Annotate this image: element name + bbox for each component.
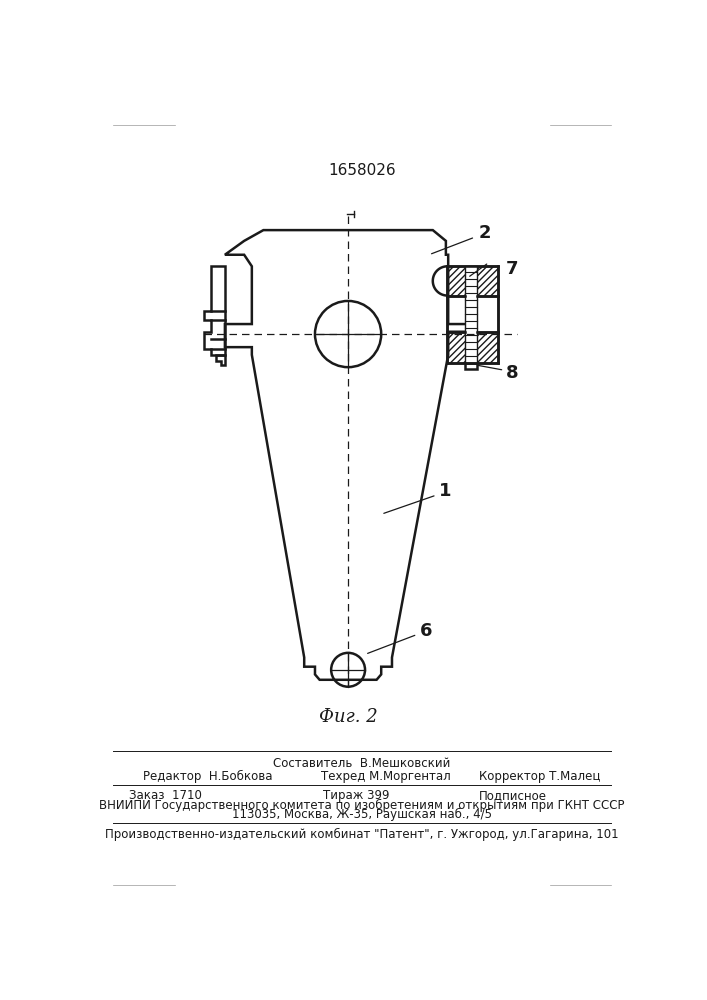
Bar: [448, 266, 498, 296]
Text: 7: 7: [506, 260, 518, 278]
Text: Корректор Т.Малец: Корректор Т.Малец: [479, 770, 600, 783]
Text: Заказ  1710: Заказ 1710: [129, 789, 201, 802]
Text: Производственно-издательский комбинат "Патент", г. Ужгород, ул.Гагарина, 101: Производственно-издательский комбинат "П…: [105, 828, 619, 841]
Text: 1: 1: [439, 482, 452, 500]
Bar: [448, 332, 498, 363]
Text: Редактор  Н.Бобкова: Редактор Н.Бобкова: [143, 769, 272, 783]
Text: Тираж 399: Тираж 399: [324, 789, 390, 802]
Text: 6: 6: [420, 622, 432, 640]
Text: Составитель  В.Мешковский: Составитель В.Мешковский: [274, 757, 450, 770]
Text: 8: 8: [506, 364, 518, 382]
Text: ВНИИПИ Государственного комитета по изобретениям и открытиям при ГКНТ СССР: ВНИИПИ Государственного комитета по изоб…: [99, 799, 625, 812]
Text: 2: 2: [479, 224, 491, 242]
Text: 113035, Москва, Ж-35, Раушская наб., 4/5: 113035, Москва, Ж-35, Раушская наб., 4/5: [232, 808, 492, 821]
Text: Подписное: Подписное: [479, 789, 547, 802]
Bar: [465, 266, 477, 363]
Text: 1658026: 1658026: [328, 163, 396, 178]
Text: Фиг. 2: Фиг. 2: [319, 708, 378, 726]
Text: Техред М.Моргентал: Техред М.Моргентал: [321, 770, 451, 783]
